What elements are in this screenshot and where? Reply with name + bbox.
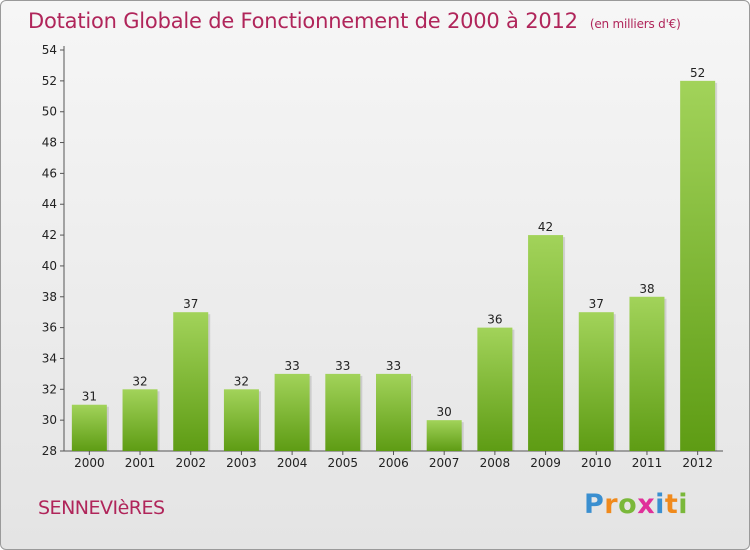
bar bbox=[426, 420, 462, 451]
x-tick-label: 2005 bbox=[328, 456, 359, 470]
bar bbox=[680, 80, 716, 451]
x-tick-label: 2009 bbox=[530, 456, 561, 470]
x-tick-label: 2006 bbox=[378, 456, 409, 470]
x-tick-label: 2010 bbox=[581, 456, 612, 470]
bar bbox=[629, 296, 665, 451]
x-tick-label: 2007 bbox=[429, 456, 460, 470]
bar-value-label: 52 bbox=[690, 66, 705, 80]
bar-value-label: 30 bbox=[437, 405, 452, 419]
bar bbox=[477, 327, 513, 451]
x-tick-label: 2000 bbox=[74, 456, 105, 470]
y-tick-label: 54 bbox=[42, 43, 57, 57]
logo-letter: P bbox=[584, 489, 605, 520]
logo-letter: t bbox=[664, 489, 679, 520]
x-tick-label: 2001 bbox=[125, 456, 156, 470]
x-tick-label: 2003 bbox=[226, 456, 257, 470]
bar-value-label: 42 bbox=[538, 220, 553, 234]
x-tick-label: 2011 bbox=[632, 456, 663, 470]
y-tick-label: 52 bbox=[42, 74, 57, 88]
bar bbox=[528, 235, 564, 451]
y-tick-label: 42 bbox=[42, 228, 57, 242]
bar bbox=[71, 404, 107, 451]
proxiti-logo: Proxiti bbox=[584, 489, 688, 520]
x-tick-label: 2002 bbox=[175, 456, 206, 470]
y-tick-label: 30 bbox=[42, 413, 57, 427]
commune-name: SENNEVIèRES bbox=[38, 497, 165, 519]
bar-value-label: 38 bbox=[639, 282, 654, 296]
chart-title: Dotation Globale de Fonctionnement de 20… bbox=[28, 9, 681, 33]
y-tick-label: 50 bbox=[42, 105, 57, 119]
bar bbox=[578, 312, 614, 451]
y-tick-label: 38 bbox=[42, 290, 57, 304]
bar bbox=[325, 373, 361, 451]
bar-value-label: 37 bbox=[183, 297, 198, 311]
bar-value-label: 33 bbox=[284, 359, 299, 373]
y-tick-label: 34 bbox=[42, 351, 57, 365]
bar-value-label: 37 bbox=[589, 297, 604, 311]
y-tick-label: 44 bbox=[42, 197, 57, 211]
logo-letter: x bbox=[637, 489, 656, 520]
x-tick-label: 2012 bbox=[682, 456, 713, 470]
bar bbox=[376, 373, 411, 451]
bar-value-label: 32 bbox=[234, 374, 249, 388]
bar-value-label: 31 bbox=[82, 390, 97, 404]
title-text: Dotation Globale de Fonctionnement de 20… bbox=[28, 9, 578, 33]
logo-letter: i bbox=[678, 489, 689, 520]
bar-value-label: 32 bbox=[132, 374, 147, 388]
bar bbox=[274, 373, 310, 451]
logo-letter: o bbox=[618, 489, 638, 520]
bar bbox=[122, 389, 158, 451]
y-tick-label: 40 bbox=[42, 259, 57, 273]
y-tick-label: 32 bbox=[42, 382, 57, 396]
bar bbox=[223, 389, 259, 451]
x-tick-label: 2004 bbox=[277, 456, 308, 470]
y-tick-label: 48 bbox=[42, 136, 57, 150]
y-tick-label: 28 bbox=[42, 444, 57, 458]
chart-subtitle: (en milliers d'€) bbox=[589, 17, 681, 31]
bar-value-label: 33 bbox=[386, 359, 401, 373]
logo-letter: r bbox=[604, 489, 619, 520]
bar-value-label: 36 bbox=[487, 313, 502, 327]
bar bbox=[173, 312, 209, 451]
bar-value-label: 33 bbox=[335, 359, 350, 373]
y-tick-label: 36 bbox=[42, 321, 57, 335]
y-tick-label: 46 bbox=[42, 166, 57, 180]
logo-letter: i bbox=[655, 489, 665, 520]
x-tick-label: 2008 bbox=[480, 456, 511, 470]
